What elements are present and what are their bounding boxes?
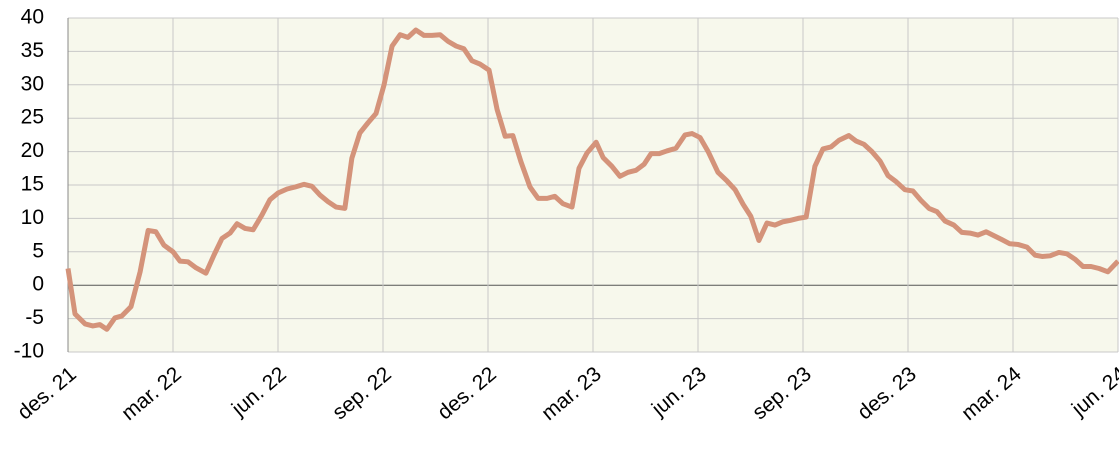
x-tick-label: des. 22 [433,362,501,424]
y-tick-label: 20 [21,139,44,162]
y-tick-label: -5 [25,306,44,329]
x-tick-label: des. 21 [13,362,81,424]
y-tick-label: 40 [21,6,44,29]
data-line [65,27,1119,332]
x-tick-label: mar. 23 [537,362,605,425]
x-tick-label: mar. 24 [957,362,1026,425]
x-tick-label: mar. 22 [117,362,185,425]
y-tick-label: 15 [21,173,44,196]
y-tick-label: -10 [14,340,44,363]
x-tick-label: jun. 23 [647,362,711,421]
y-tick-label: 10 [21,206,44,229]
x-tick-label: jun. 22 [227,362,291,421]
y-tick-label: 5 [32,239,44,262]
x-tick-label: des. 23 [853,362,921,424]
y-tick-label: 0 [32,273,44,296]
y-tick-label: 25 [21,106,44,129]
x-tick-label: sep. 22 [328,362,396,424]
y-tick-label: 35 [21,39,44,62]
y-tick-label: 30 [21,72,44,95]
x-tick-label: sep. 23 [748,362,816,424]
x-tick-label: jun. 24 [1067,362,1119,421]
